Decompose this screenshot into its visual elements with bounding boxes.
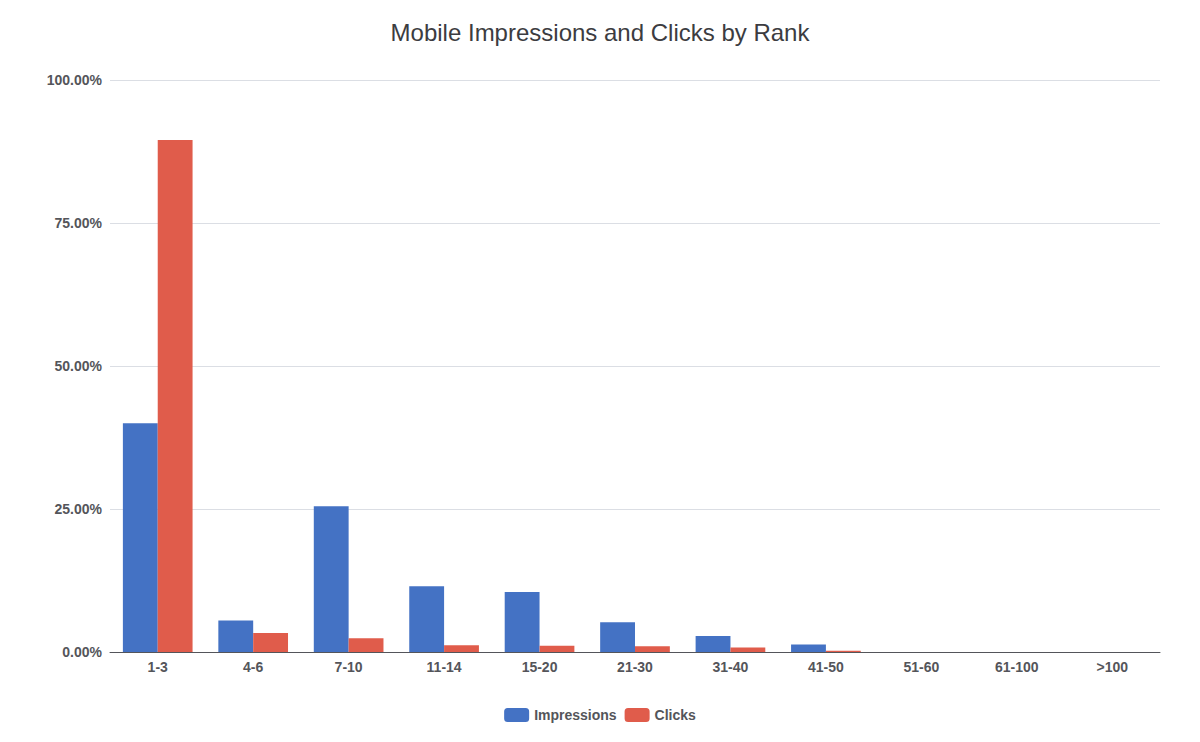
svg-text:75.00%: 75.00% [55,215,103,231]
svg-text:21-30: 21-30 [617,659,653,675]
svg-text:51-60: 51-60 [903,659,939,675]
svg-text:61-100: 61-100 [995,659,1039,675]
svg-text:7-10: 7-10 [335,659,363,675]
svg-text:1-3: 1-3 [148,659,168,675]
svg-text:0.00%: 0.00% [62,644,102,660]
svg-text:41-50: 41-50 [808,659,844,675]
svg-text:Mobile Impressions and Clicks: Mobile Impressions and Clicks by Rank [391,19,811,46]
svg-text:25.00%: 25.00% [55,501,103,517]
svg-text:31-40: 31-40 [713,659,749,675]
svg-text:Impressions: Impressions [534,707,617,723]
svg-text:15-20: 15-20 [522,659,558,675]
svg-text:50.00%: 50.00% [55,358,103,374]
svg-text:Clicks: Clicks [655,707,696,723]
svg-text:4-6: 4-6 [243,659,263,675]
svg-text:>100: >100 [1096,659,1128,675]
svg-text:11-14: 11-14 [427,659,462,675]
svg-text:100.00%: 100.00% [47,72,103,88]
